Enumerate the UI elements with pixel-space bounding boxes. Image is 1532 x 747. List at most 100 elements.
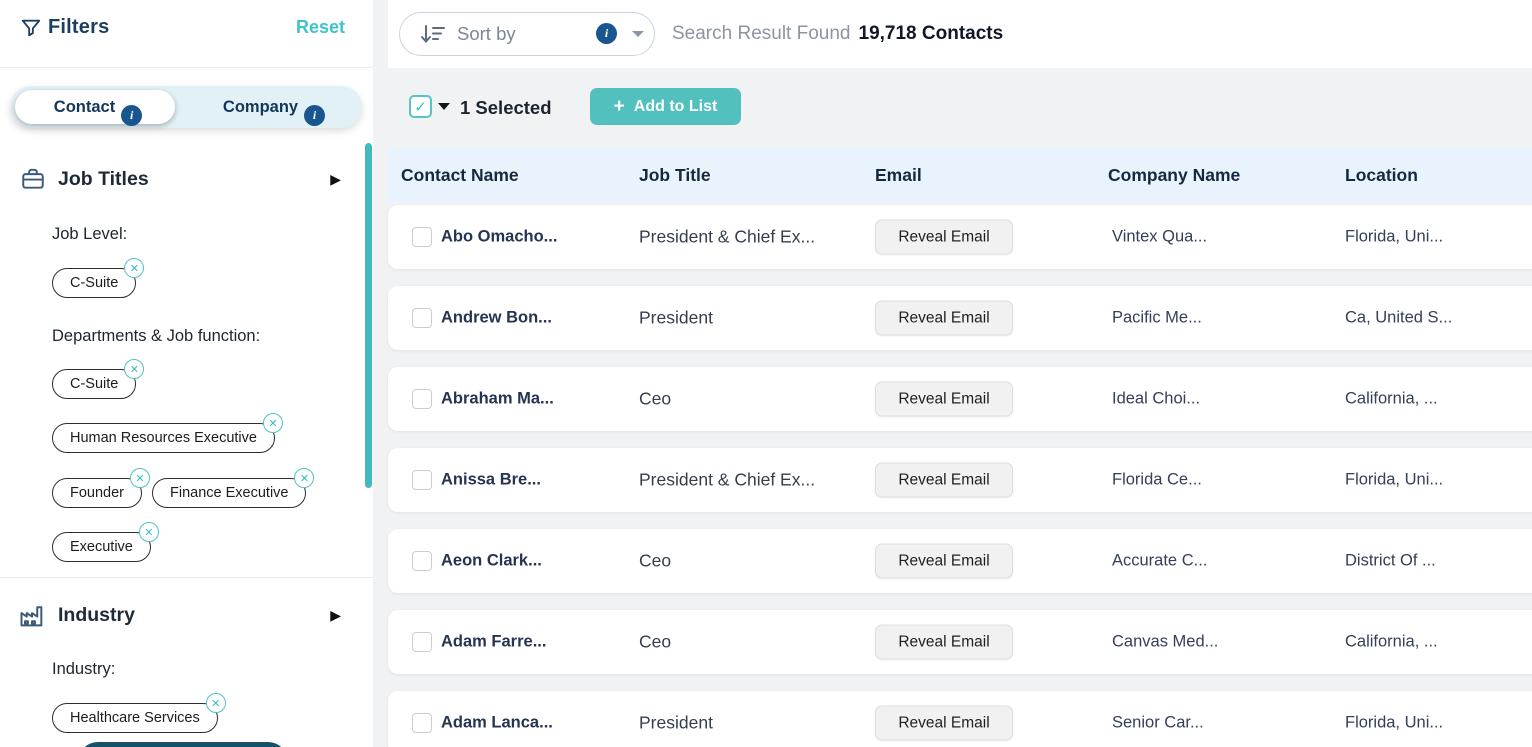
row-checkbox[interactable] — [412, 308, 432, 328]
section-job-titles[interactable]: Job Titles ▶ — [0, 164, 373, 198]
sort-by-dropdown[interactable]: Sort by i — [399, 12, 655, 56]
contact-company-toggle: Contact i Company i — [10, 86, 362, 128]
close-icon[interactable]: ✕ — [124, 258, 145, 278]
filters-sidebar: Filters Reset Contact i Company i Job Ti… — [0, 0, 373, 747]
company-name: Vintex Qua... — [1112, 227, 1208, 246]
tab-contact[interactable]: Contact i — [10, 86, 186, 128]
section-industry[interactable]: Industry ▶ — [0, 600, 373, 634]
location: Ca, United S... — [1345, 308, 1453, 327]
close-icon[interactable]: ✕ — [130, 468, 151, 488]
row-checkbox[interactable] — [412, 389, 432, 409]
location: California, ... — [1345, 632, 1438, 651]
results-panel: Sort by i Search Result Found 19,718 Con… — [388, 0, 1532, 747]
filter-chip: Healthcare Services ✕ — [52, 693, 226, 733]
add-to-list-button[interactable]: + Add to List — [590, 88, 741, 125]
plus-icon: + — [613, 95, 625, 117]
contact-name[interactable]: Abraham Ma... — [441, 389, 554, 408]
reveal-email-button[interactable]: Reveal Email — [875, 300, 1013, 336]
reset-filters-button[interactable]: Reset — [295, 17, 345, 37]
tab-contact-label: Contact — [53, 97, 116, 116]
chip-label: C-Suite — [70, 376, 119, 392]
contact-name[interactable]: Adam Farre... — [441, 632, 547, 651]
row-checkbox[interactable] — [412, 227, 432, 247]
job-title: President & Chief Ex... — [639, 226, 816, 247]
column-header-company-name: Company Name — [1108, 164, 1241, 185]
reveal-email-button[interactable]: Reveal Email — [875, 381, 1013, 417]
row-checkbox[interactable] — [412, 470, 432, 490]
company-name: Senior Car... — [1112, 713, 1204, 732]
chip-label: Founder — [70, 485, 125, 501]
filter-chip: Finance Executive ✕ — [152, 468, 315, 508]
filter-chip: Founder ✕ — [52, 468, 151, 508]
filter-chip: Human Resources Executive ✕ — [52, 413, 283, 453]
filter-chip: Executive ✕ — [52, 522, 159, 562]
caret-down-icon — [632, 31, 644, 37]
group-label-job-level: Job Level: — [52, 225, 128, 243]
contact-name[interactable]: Abo Omacho... — [441, 227, 558, 246]
row-checkbox[interactable] — [412, 713, 432, 733]
sort-by-label: Sort by — [457, 23, 516, 44]
info-icon[interactable]: i — [121, 104, 143, 126]
contact-name[interactable]: Anissa Bre... — [441, 470, 541, 489]
result-count: 19,718 Contacts — [858, 23, 1004, 44]
job-title: President & Chief Ex... — [639, 469, 816, 490]
selected-count-label: 1 Selected — [460, 97, 552, 118]
chevron-right-icon[interactable]: ▶ — [330, 607, 341, 623]
filter-funnel-icon — [20, 17, 42, 39]
job-title: Ceo — [639, 550, 672, 571]
location: Florida, Uni... — [1345, 713, 1444, 732]
sidebar-scrollbar[interactable] — [365, 143, 372, 488]
chevron-right-icon[interactable]: ▶ — [330, 171, 341, 187]
close-icon[interactable]: ✕ — [138, 522, 159, 542]
reveal-email-button[interactable]: Reveal Email — [875, 219, 1013, 255]
chip-label: Human Resources Executive — [70, 430, 257, 446]
add-to-list-label: Add to List — [633, 97, 718, 115]
sort-icon — [419, 23, 446, 47]
group-label-departments: Departments & Job function: — [52, 327, 261, 345]
chip-label: Executive — [70, 539, 133, 555]
company-name: Florida Ce... — [1112, 470, 1202, 489]
close-icon[interactable]: ✕ — [124, 359, 145, 379]
row-checkbox[interactable] — [412, 551, 432, 571]
factory-icon — [18, 602, 46, 630]
table-row: Adam Farre... Ceo Reveal Email Canvas Me… — [388, 610, 1532, 674]
location: California, ... — [1345, 389, 1438, 408]
contact-name[interactable]: Aeon Clark... — [441, 551, 542, 570]
sidebar-title: Filters — [48, 16, 110, 38]
apply-button[interactable] — [78, 742, 288, 747]
close-icon[interactable]: ✕ — [262, 413, 283, 433]
result-prefix: Search Result Found — [672, 23, 851, 44]
contact-name[interactable]: Andrew Bon... — [441, 308, 552, 327]
reveal-email-button[interactable]: Reveal Email — [875, 543, 1013, 579]
company-name: Accurate C... — [1112, 551, 1208, 570]
contact-name[interactable]: Adam Lanca... — [441, 713, 553, 732]
column-header-email: Email — [875, 164, 922, 185]
tab-company[interactable]: Company i — [186, 86, 362, 128]
row-checkbox[interactable] — [412, 632, 432, 652]
chip-label: C-Suite — [70, 275, 119, 291]
selection-caret-down-icon[interactable] — [438, 103, 450, 110]
info-icon[interactable]: i — [304, 104, 326, 126]
filters-header: Filters Reset — [0, 0, 373, 68]
section-title: Industry — [58, 604, 135, 626]
select-all-checkbox[interactable]: ✓ — [409, 95, 432, 118]
group-label-industry: Industry: — [52, 660, 116, 678]
close-icon[interactable]: ✕ — [294, 468, 315, 488]
reveal-email-button[interactable]: Reveal Email — [875, 705, 1013, 741]
company-name: Ideal Choi... — [1112, 389, 1201, 408]
job-title: President — [639, 307, 713, 328]
search-result-summary: Search Result Found 19,718 Contacts — [672, 0, 1003, 68]
briefcase-icon — [20, 166, 46, 192]
reveal-email-button[interactable]: Reveal Email — [875, 462, 1013, 498]
tab-company-label: Company — [222, 97, 299, 116]
job-title: Ceo — [639, 631, 672, 652]
table-row: Adam Lanca... President Reveal Email Sen… — [388, 691, 1532, 747]
close-icon[interactable]: ✕ — [205, 693, 226, 713]
info-icon[interactable]: i — [596, 23, 617, 44]
job-title: Ceo — [639, 388, 672, 409]
column-header-location: Location — [1345, 164, 1418, 185]
chip-label: Finance Executive — [170, 485, 289, 501]
reveal-email-button[interactable]: Reveal Email — [875, 624, 1013, 660]
chip-label: Healthcare Services — [70, 710, 200, 726]
